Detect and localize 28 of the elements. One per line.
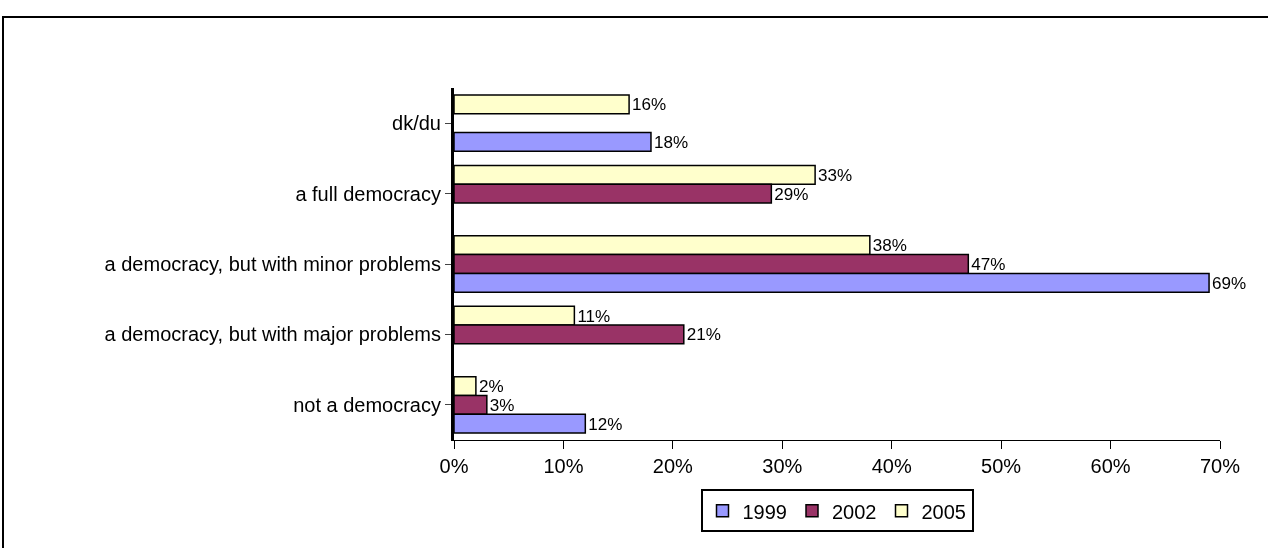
data-label: 2% [478,377,504,396]
data-label: 18% [653,132,689,152]
x-tick-label: 20% [652,455,694,477]
data-label: 3% [489,395,515,415]
x-tick-label: 30% [762,455,803,477]
legend-label: 2005 [921,500,966,523]
data-label: 38% [872,236,907,256]
x-tick-label: 0% [439,455,469,477]
x-tick-label: 70% [1199,455,1241,477]
y-tick-label: not a democracy [293,393,441,416]
x-tick-label: 40% [871,455,912,477]
data-label: 16% [632,95,667,115]
data-label: 29% [774,184,809,204]
x-tick-label: 50% [981,455,1022,477]
y-tick-label: a democracy, but with minor problems [104,253,441,275]
x-tick-label: 10% [543,455,584,477]
legend-label: 2002 [832,500,877,523]
y-tick-label: a democracy, but with major problems [104,323,441,346]
data-label: 12% [588,414,623,434]
data-label: 33% [818,165,853,185]
x-tick-label: 60% [1090,455,1131,477]
data-label: 11% [577,306,611,326]
data-label: 47% [971,254,1006,274]
legend-label: 1999 [742,500,787,523]
y-tick-label: a full democracy [295,182,441,205]
data-label: 69% [1212,273,1247,293]
data-label: 21% [686,325,721,345]
y-tick-label: dk/du [392,112,441,135]
